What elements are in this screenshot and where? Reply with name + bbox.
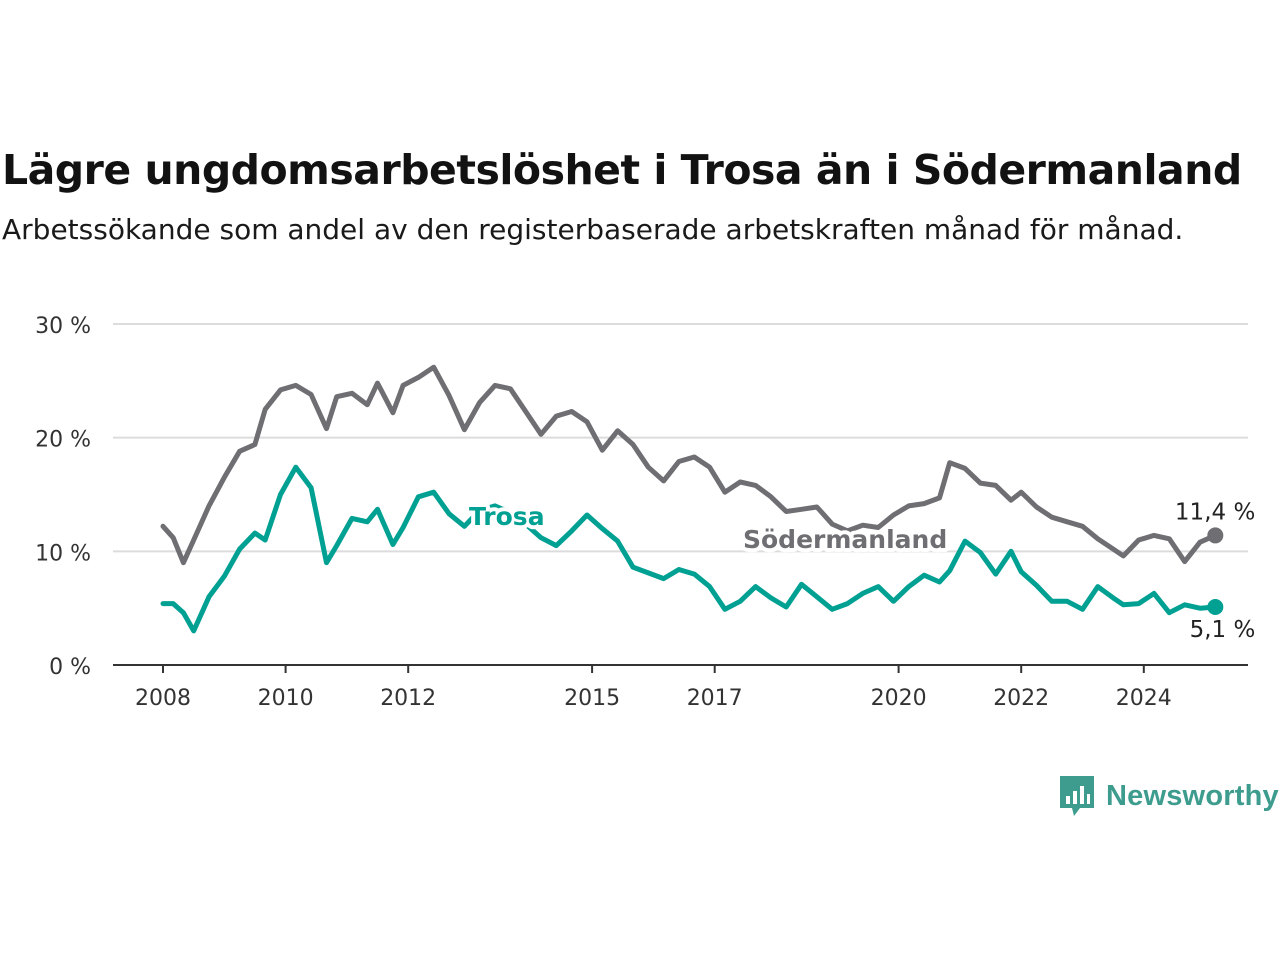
x-tick-label: 2008	[135, 686, 191, 711]
y-axis-ticks: 0 % 10 % 20 % 30 %	[35, 314, 91, 680]
series-line-trosa	[160, 464, 1218, 634]
y-tick-label: 0 %	[49, 655, 91, 680]
x-tick-label: 2012	[380, 686, 436, 711]
end-value-label-trosa: 5,1 %	[1190, 617, 1256, 643]
chart-title: Lägre ungdomsarbetslöshet i Trosa än i S…	[2, 146, 1242, 194]
end-point-trosa	[1207, 599, 1224, 616]
end-value-label-sodermanland: 11,4 %	[1175, 499, 1255, 525]
series-labels: Trosa Södermanland 11,4 % 5,1 %	[465, 496, 1258, 646]
x-tick-label: 2010	[258, 686, 314, 711]
x-tick-label: 2017	[687, 686, 743, 711]
x-tick-label: 2022	[993, 686, 1049, 711]
series-name-label-sodermanland: Södermanland	[743, 525, 947, 554]
brand-name: Newsworthy	[1106, 779, 1279, 812]
chart-subtitle: Arbetssökande som andel av den registerb…	[2, 213, 1184, 246]
y-tick-label: 30 %	[35, 314, 91, 339]
y-tick-label: 10 %	[35, 541, 91, 566]
x-tick-label: 2020	[871, 686, 927, 711]
newsworthy-logo: Newsworthy	[1058, 774, 1279, 818]
bar-chart-speech-bubble-icon	[1060, 776, 1094, 816]
gridlines	[113, 323, 1248, 666]
x-tick-label: 2024	[1116, 686, 1172, 711]
series-name-label-trosa: Trosa	[469, 502, 545, 531]
series-line-s-dermanland	[160, 364, 1218, 566]
y-tick-label: 20 %	[35, 428, 91, 453]
x-tick-label: 2015	[564, 686, 620, 711]
x-axis-ticks: 2008 2010 2012 2015 2017 2020 2022 2024	[135, 665, 1172, 711]
series-lines	[160, 364, 1224, 634]
end-point-s-dermanland	[1207, 527, 1224, 544]
